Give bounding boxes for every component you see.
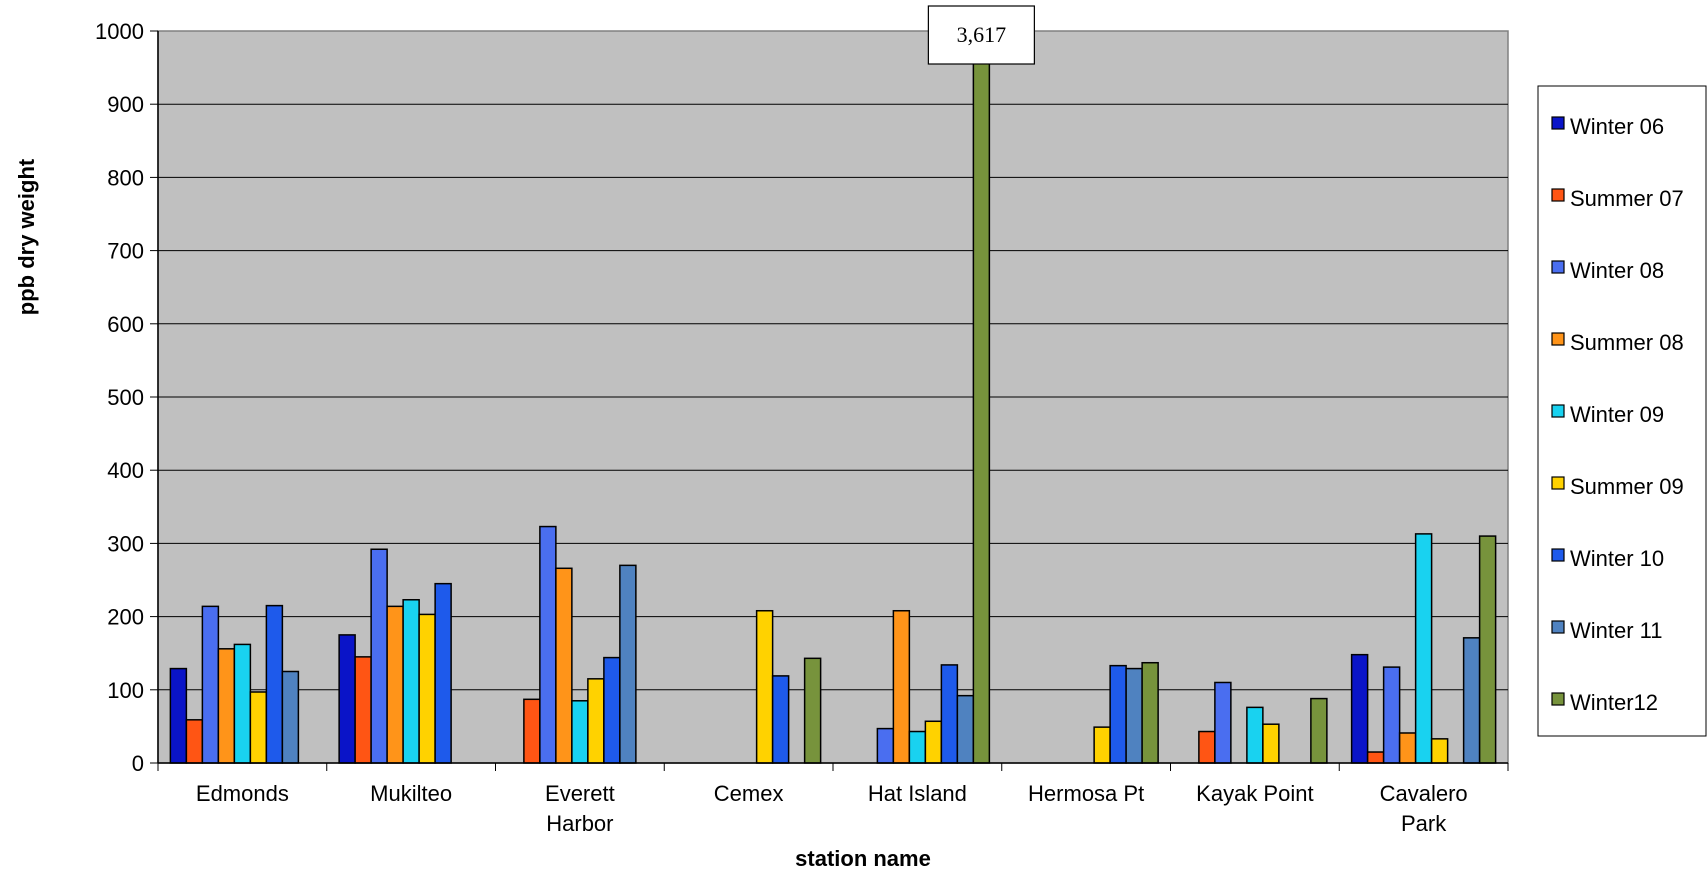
legend-swatch: [1551, 260, 1565, 274]
legend-label: Summer 08: [1570, 330, 1684, 355]
bar: [338, 634, 356, 764]
y-tick-label: 1000: [95, 19, 144, 44]
legend-swatch: [1551, 188, 1565, 202]
bar: [1350, 653, 1369, 764]
bar: [924, 720, 943, 764]
bar: [771, 675, 790, 764]
bar: [1246, 706, 1264, 764]
x-tick-label: Hermosa Pt: [1028, 781, 1144, 806]
x-tick-label: Harbor: [546, 811, 613, 836]
legend-swatch: [1551, 692, 1565, 706]
bar: [1141, 661, 1159, 764]
bar: [972, 30, 991, 764]
legend-label: Winter 06: [1570, 114, 1664, 139]
bar: [1398, 732, 1417, 764]
y-tick-label: 300: [107, 531, 144, 556]
legend-label: Winter 10: [1570, 546, 1664, 571]
x-axis-title: station name: [795, 846, 931, 871]
legend-label: Winter 08: [1570, 258, 1664, 283]
bar: [1414, 533, 1433, 764]
bar: [233, 643, 252, 764]
y-tick-label: 800: [107, 165, 144, 190]
bar: [1310, 697, 1328, 764]
bar: [940, 664, 959, 764]
x-tick-label: Cemex: [714, 781, 784, 806]
bar: [908, 730, 927, 764]
bar: [249, 691, 268, 764]
y-tick-label: 700: [107, 239, 144, 264]
bar: [1125, 667, 1143, 764]
x-tick-label: Kayak Point: [1196, 781, 1313, 806]
legend-swatch: [1551, 404, 1565, 418]
bar: [619, 564, 637, 764]
y-tick-label: 500: [107, 385, 144, 410]
legend-label: Summer 07: [1570, 186, 1684, 211]
legend: Winter 06 Summer 07 Winter 08 Summer 08 Wint…: [1537, 85, 1707, 737]
legend-box: [1537, 85, 1707, 737]
legend-label: Winter 11: [1570, 618, 1663, 643]
bar: [1093, 726, 1111, 764]
y-tick-label: 0: [132, 751, 144, 776]
bar: [217, 648, 236, 764]
bar: [1198, 730, 1216, 764]
legend-label: Winter12: [1570, 690, 1658, 715]
bar: [201, 605, 220, 764]
x-tick-label: Park: [1401, 811, 1447, 836]
annotation-box: [927, 5, 1035, 65]
legend-label: Summer 09: [1570, 474, 1684, 499]
bar: [603, 656, 621, 764]
bar: [892, 609, 911, 764]
x-tick-labels: Edmonds Mukilteo Everett Harbor Cemex Hat Isl…: [196, 781, 1468, 836]
bar: [755, 609, 774, 764]
bar: [1430, 738, 1449, 764]
bar: [1478, 535, 1497, 764]
bar: [571, 700, 589, 764]
bar: [1214, 681, 1232, 764]
bar: [539, 525, 557, 764]
bar: [370, 548, 388, 764]
bar: [555, 567, 573, 764]
y-tick-label: 100: [107, 678, 144, 703]
bar: [523, 698, 541, 764]
bar: [803, 657, 822, 764]
bar: [434, 582, 452, 764]
bar: [1366, 751, 1385, 764]
bar: [1382, 666, 1401, 764]
bar: [281, 670, 300, 764]
legend-swatch: [1551, 548, 1565, 562]
legend-swatch: [1551, 620, 1565, 634]
bar: [169, 667, 188, 764]
x-tick-label: Mukilteo: [370, 781, 452, 806]
bar: [386, 605, 404, 764]
bar: [587, 678, 605, 764]
x-tick-label: Cavalero: [1380, 781, 1468, 806]
legend-swatch: [1551, 116, 1565, 130]
bar: [265, 604, 284, 764]
bar: [1262, 723, 1280, 764]
y-tick-label: 900: [107, 92, 144, 117]
x-tick-label: Edmonds: [196, 781, 289, 806]
x-tick-label: Everett: [545, 781, 615, 806]
bar: [876, 727, 895, 764]
y-axis-title: ppb dry weight: [14, 158, 39, 315]
x-tick-label: Hat Island: [868, 781, 967, 806]
bar: [956, 694, 975, 764]
y-tick-label: 600: [107, 312, 144, 337]
bar: [1109, 664, 1127, 764]
bar: [185, 719, 204, 764]
y-tick-label: 200: [107, 605, 144, 630]
y-tick-label: 400: [107, 458, 144, 483]
bar: [418, 613, 436, 764]
annotation-label: 3,617: [957, 22, 1007, 47]
y-tick-labels: 0 100 200 300 400 500 600 700 800 900 1000: [95, 19, 144, 776]
legend-label: Winter 09: [1570, 402, 1664, 427]
legend-swatch: [1551, 332, 1565, 346]
bar: [1462, 637, 1481, 764]
annotations: 3,617: [927, 5, 1035, 65]
bar: [402, 599, 420, 764]
axes: [150, 30, 1509, 771]
legend-swatch: [1551, 476, 1565, 490]
bar: [354, 656, 372, 764]
